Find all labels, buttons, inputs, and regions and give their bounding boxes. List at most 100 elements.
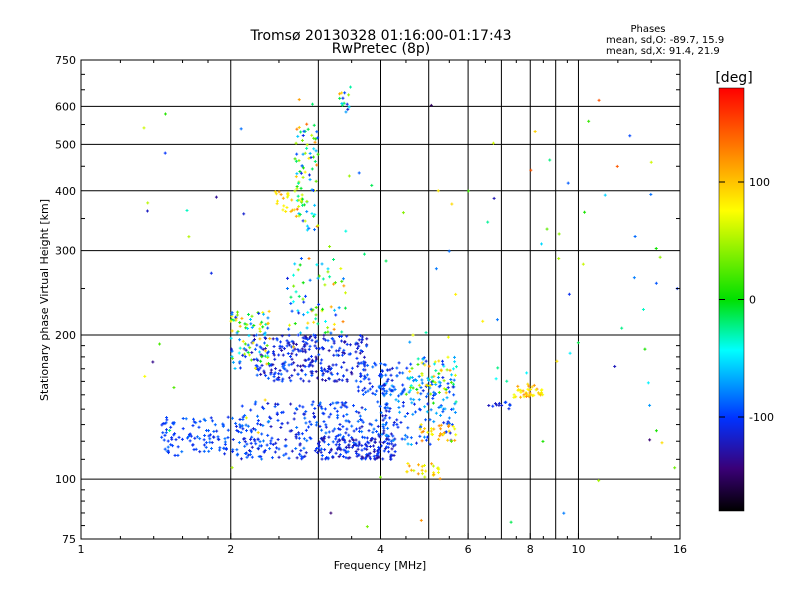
data-point bbox=[356, 385, 360, 389]
data-point bbox=[428, 418, 432, 422]
y-tick-label: 500 bbox=[55, 138, 76, 151]
data-point bbox=[408, 376, 412, 380]
data-point bbox=[380, 387, 384, 391]
data-point bbox=[327, 443, 331, 447]
data-point bbox=[312, 214, 316, 218]
data-point bbox=[385, 437, 389, 441]
data-point bbox=[354, 342, 358, 346]
data-point bbox=[429, 103, 433, 107]
colorbar-tick-label: -100 bbox=[749, 411, 774, 424]
data-point bbox=[339, 405, 343, 409]
data-point bbox=[366, 389, 370, 393]
data-point bbox=[369, 457, 373, 461]
data-point bbox=[454, 400, 458, 404]
data-point bbox=[164, 421, 168, 425]
data-point bbox=[411, 412, 415, 416]
data-point bbox=[384, 414, 388, 418]
data-point bbox=[296, 333, 300, 337]
data-point bbox=[173, 453, 177, 457]
data-point bbox=[163, 433, 167, 437]
data-point bbox=[658, 255, 662, 259]
data-point bbox=[277, 376, 281, 380]
data-point bbox=[204, 445, 208, 449]
data-point bbox=[332, 379, 336, 383]
data-point bbox=[165, 449, 169, 453]
data-point bbox=[431, 379, 435, 383]
data-point bbox=[341, 425, 345, 429]
data-point bbox=[540, 388, 544, 392]
data-point bbox=[308, 178, 312, 182]
data-point bbox=[453, 373, 457, 377]
data-point bbox=[381, 423, 385, 427]
data-point bbox=[381, 384, 385, 388]
data-point bbox=[385, 403, 389, 407]
data-point bbox=[172, 386, 176, 390]
data-point bbox=[373, 437, 377, 441]
data-point bbox=[300, 432, 304, 436]
data-point bbox=[417, 463, 421, 467]
data-point bbox=[306, 321, 310, 325]
data-point bbox=[383, 416, 387, 420]
data-point bbox=[265, 351, 269, 355]
data-point bbox=[274, 192, 278, 196]
data-point bbox=[290, 429, 294, 433]
data-point bbox=[368, 455, 372, 459]
data-point bbox=[266, 316, 270, 320]
data-point bbox=[385, 389, 389, 393]
data-point bbox=[365, 436, 369, 440]
data-point bbox=[299, 454, 303, 458]
data-point bbox=[425, 410, 429, 414]
data-point bbox=[646, 381, 650, 385]
data-point bbox=[342, 448, 346, 452]
data-point bbox=[295, 127, 299, 131]
data-point bbox=[311, 308, 315, 312]
data-point bbox=[260, 432, 264, 436]
data-point bbox=[287, 327, 291, 331]
data-point bbox=[420, 381, 424, 385]
data-point bbox=[434, 411, 438, 415]
data-point bbox=[151, 360, 155, 364]
data-point bbox=[332, 341, 336, 345]
data-point bbox=[648, 403, 652, 407]
data-point bbox=[243, 440, 247, 444]
data-point bbox=[172, 422, 176, 426]
data-point bbox=[447, 249, 451, 253]
data-point bbox=[364, 376, 368, 380]
data-point bbox=[361, 420, 365, 424]
data-point bbox=[327, 376, 331, 380]
data-point bbox=[427, 364, 431, 368]
data-point bbox=[259, 359, 263, 363]
data-point bbox=[292, 417, 296, 421]
data-point bbox=[316, 322, 320, 326]
data-point bbox=[386, 441, 390, 445]
data-point bbox=[425, 435, 429, 439]
data-point bbox=[349, 85, 353, 89]
data-point bbox=[309, 370, 313, 374]
data-point bbox=[300, 347, 304, 351]
data-point bbox=[409, 384, 413, 388]
data-point bbox=[282, 363, 286, 367]
data-point bbox=[368, 422, 372, 426]
data-point bbox=[314, 355, 318, 359]
data-point bbox=[519, 395, 523, 399]
data-point bbox=[176, 445, 180, 449]
data-point bbox=[380, 369, 384, 373]
data-point bbox=[429, 408, 433, 412]
data-point bbox=[301, 455, 305, 459]
data-point bbox=[432, 420, 436, 424]
data-point bbox=[521, 389, 525, 393]
data-point bbox=[290, 309, 294, 313]
data-point bbox=[338, 96, 342, 100]
data-point bbox=[337, 445, 341, 449]
data-point bbox=[424, 418, 428, 422]
data-point bbox=[312, 123, 316, 127]
data-point bbox=[412, 398, 416, 402]
data-point bbox=[397, 361, 401, 365]
data-point bbox=[293, 411, 297, 415]
data-point bbox=[393, 450, 397, 454]
data-point bbox=[408, 388, 412, 392]
data-point bbox=[393, 387, 397, 391]
data-point bbox=[344, 456, 348, 460]
data-point bbox=[298, 452, 302, 456]
data-point bbox=[364, 390, 368, 394]
